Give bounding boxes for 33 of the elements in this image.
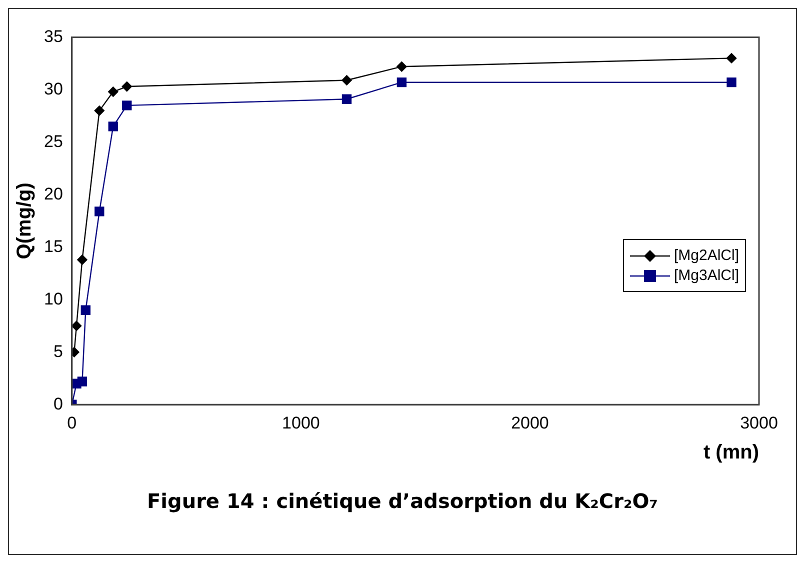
- y-tick-label: 0: [53, 394, 63, 414]
- point: [72, 320, 82, 331]
- x-tick-label: 0: [67, 413, 77, 432]
- x-axis-title: t (mn): [703, 442, 759, 464]
- point: [108, 86, 118, 97]
- point: [342, 75, 352, 86]
- y-tick-label: 20: [44, 184, 63, 204]
- legend-label: [Mg3AlCl]: [674, 267, 739, 284]
- y-tick-label: 35: [44, 26, 63, 46]
- point: [342, 94, 352, 104]
- point: [77, 376, 88, 386]
- caption: Figure 14 : cinétique d’adsorption du K₂Cr₂O₇: [146, 489, 659, 513]
- point: [396, 77, 407, 88]
- point: [94, 106, 104, 116]
- point: [122, 81, 132, 92]
- y-axis-title: Q(mg/g): [14, 182, 36, 260]
- point: [77, 254, 88, 265]
- y-tick-label: 5: [53, 342, 63, 361]
- y-tick-label: 15: [44, 236, 63, 256]
- point: [726, 77, 736, 88]
- point: [122, 100, 132, 110]
- point: [726, 53, 737, 64]
- y-tick-label: 10: [44, 289, 63, 308]
- point: [80, 305, 90, 315]
- point: [396, 61, 407, 72]
- x-tick-label: 2000: [511, 413, 549, 432]
- x-tick-label: 1000: [282, 413, 320, 432]
- legend-label: [Mg2AlCl]: [674, 247, 739, 264]
- point: [94, 206, 104, 216]
- point: [108, 122, 118, 132]
- y-tick-label: 25: [44, 132, 63, 151]
- x-tick-label: 3000: [740, 413, 778, 432]
- y-tick-label: 30: [44, 79, 63, 98]
